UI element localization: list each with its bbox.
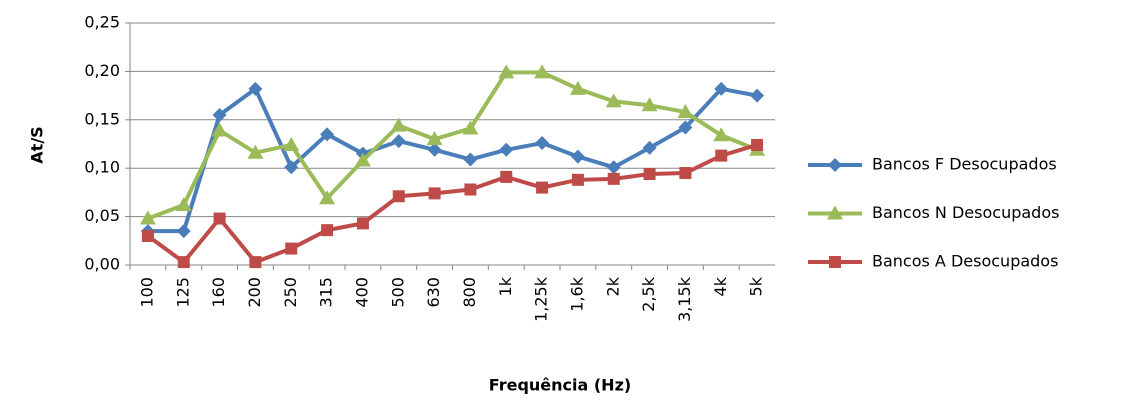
y-tick-label: 0,20 <box>84 61 120 80</box>
marker <box>751 138 764 151</box>
marker <box>141 229 154 242</box>
x-tick-label: 250 <box>281 277 300 308</box>
x-tick-label: 5k <box>747 276 766 296</box>
marker <box>570 149 585 164</box>
marker <box>828 158 842 172</box>
marker <box>285 242 298 255</box>
marker <box>177 256 190 269</box>
x-tick-label: 1k <box>496 276 515 296</box>
x-tick-label: 315 <box>317 277 336 308</box>
x-tick-label: 125 <box>173 277 192 308</box>
marker <box>247 144 264 159</box>
marker <box>605 93 622 108</box>
marker <box>714 81 729 96</box>
marker <box>463 152 478 167</box>
marker <box>606 160 621 175</box>
marker <box>321 224 334 237</box>
marker <box>426 131 443 146</box>
x-tick-label: 800 <box>460 277 479 308</box>
marker <box>641 97 658 112</box>
x-tick-label: 2k <box>603 276 622 296</box>
marker <box>139 210 156 225</box>
marker <box>464 183 477 196</box>
series-line <box>147 70 758 221</box>
marker <box>499 142 514 157</box>
legend-label: Bancos A Desocupados <box>872 252 1058 271</box>
y-tick-label: 0,10 <box>84 158 120 177</box>
marker <box>248 81 263 96</box>
marker <box>829 256 841 268</box>
marker <box>211 122 228 137</box>
marker <box>535 136 550 151</box>
y-axis-label: At/S <box>28 126 47 163</box>
marker <box>500 170 513 183</box>
marker <box>536 181 549 194</box>
x-tick-label: 160 <box>209 277 228 308</box>
x-tick-label: 200 <box>245 277 264 308</box>
marker <box>392 190 405 203</box>
legend-label: Bancos F Desocupados <box>872 155 1057 174</box>
marker <box>427 142 442 157</box>
marker <box>356 217 369 230</box>
marker <box>212 107 227 122</box>
marker <box>175 196 192 211</box>
marker <box>678 120 693 135</box>
x-tick-label: 400 <box>352 277 371 308</box>
marker <box>827 205 843 220</box>
marker <box>571 173 584 186</box>
series-line <box>146 143 758 265</box>
marker <box>607 172 620 185</box>
marker <box>428 187 441 200</box>
marker <box>498 64 515 79</box>
marker <box>176 224 191 239</box>
y-tick-label: 0,00 <box>84 255 120 274</box>
marker <box>284 160 299 175</box>
y-tick-label: 0,05 <box>84 206 120 225</box>
x-tick-label: 500 <box>388 277 407 308</box>
legend-label: Bancos N Desocupados <box>872 203 1059 222</box>
marker <box>643 168 656 181</box>
marker <box>249 256 262 269</box>
x-tick-label: 3,15k <box>675 276 694 322</box>
x-tick-label: 1,25k <box>532 276 551 322</box>
marker <box>534 64 551 79</box>
x-tick-label: 630 <box>424 277 443 308</box>
marker <box>354 152 371 167</box>
x-tick-label: 1,6k <box>567 276 586 311</box>
marker <box>715 149 728 162</box>
marker <box>319 190 336 205</box>
marker <box>677 104 694 119</box>
marker <box>283 136 300 151</box>
marker <box>391 134 406 149</box>
y-tick-label: 0,25 <box>84 13 120 32</box>
x-tick-label: 2,5k <box>639 276 658 311</box>
series-line <box>147 86 758 234</box>
marker <box>320 127 335 142</box>
x-tick-label: 100 <box>137 277 156 308</box>
marker <box>679 167 692 180</box>
marker <box>569 80 586 95</box>
marker <box>213 212 226 225</box>
y-tick-label: 0,15 <box>84 109 120 128</box>
marker <box>713 127 730 142</box>
marker <box>462 120 479 135</box>
marker <box>750 88 765 103</box>
marker <box>390 117 407 132</box>
x-tick-label: 4k <box>711 276 730 296</box>
x-axis-label: Frequência (Hz) <box>489 376 631 395</box>
marker <box>642 140 657 155</box>
